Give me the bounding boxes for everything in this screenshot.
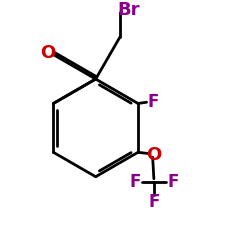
Text: O: O [146,146,161,164]
Text: Br: Br [118,1,140,19]
Text: F: F [167,172,178,190]
Text: F: F [129,172,140,190]
Text: F: F [148,93,159,111]
Text: O: O [40,44,55,62]
Text: F: F [148,193,160,211]
